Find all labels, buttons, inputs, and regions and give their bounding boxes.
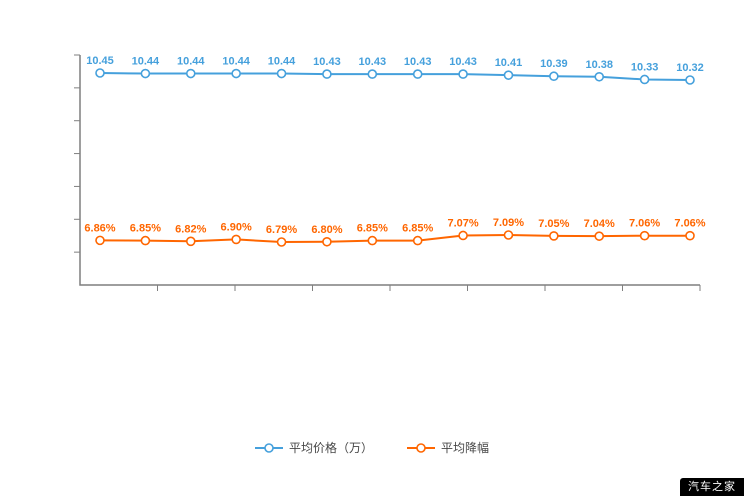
data-label-series-1: 7.07%	[447, 217, 478, 229]
data-point-series-1[interactable]	[503, 230, 514, 240]
legend-item-avg-discount[interactable]: 平均降幅	[407, 441, 489, 455]
data-point-series-1[interactable]	[367, 235, 378, 246]
legend-label-avg-discount: 平均降幅	[441, 441, 490, 455]
watermark-text: 汽车之家	[688, 481, 736, 493]
data-label-series-0: 10.43	[359, 56, 387, 68]
data-point-series-1[interactable]	[639, 230, 650, 241]
data-label-series-1: 6.90%	[221, 221, 252, 233]
legend-item-avg-price[interactable]: 平均价格（万）	[254, 441, 373, 455]
data-label-series-1: 6.85%	[357, 223, 388, 235]
data-point-series-1[interactable]	[185, 236, 196, 247]
data-label-series-1: 6.86%	[84, 222, 115, 234]
data-point-series-1[interactable]	[322, 236, 332, 247]
data-label-series-0: 10.33	[631, 61, 659, 73]
legend-marker-avg-discount-icon	[407, 443, 435, 453]
data-label-series-0: 10.41	[495, 57, 523, 69]
data-label-series-1: 7.05%	[538, 218, 569, 230]
line-series-0	[99, 72, 691, 81]
data-label-series-1: 6.82%	[175, 223, 206, 235]
data-label-series-1: 6.79%	[266, 224, 297, 236]
data-label-series-0: 10.44	[177, 56, 205, 68]
data-label-series-1: 7.09%	[493, 217, 524, 229]
data-point-series-0[interactable]	[639, 74, 650, 85]
chart-axes	[79, 55, 700, 286]
data-point-series-0[interactable]	[685, 75, 695, 85]
chart-legend: 平均价格（万） 平均降幅	[0, 441, 744, 455]
data-label-series-0: 10.44	[268, 56, 296, 68]
data-label-series-0: 10.44	[132, 56, 160, 68]
watermark-autohome: 汽车之家	[680, 478, 744, 496]
data-point-series-1[interactable]	[412, 235, 423, 246]
data-point-series-1[interactable]	[685, 230, 695, 241]
data-point-series-0[interactable]	[594, 71, 605, 82]
data-point-series-1[interactable]	[95, 235, 105, 246]
data-label-series-0: 10.44	[222, 56, 250, 68]
data-point-series-0[interactable]	[458, 69, 468, 79]
data-point-series-0[interactable]	[140, 68, 151, 79]
data-point-series-1[interactable]	[594, 231, 605, 241]
data-label-series-0: 10.43	[313, 56, 341, 68]
data-label-series-0: 10.45	[86, 55, 114, 67]
data-point-series-1[interactable]	[231, 234, 241, 245]
data-label-series-1: 7.06%	[629, 218, 660, 230]
legend-marker-avg-price-icon	[254, 443, 283, 453]
data-point-series-0[interactable]	[276, 68, 287, 79]
data-point-series-0[interactable]	[367, 69, 378, 79]
data-label-series-0: 10.32	[676, 62, 704, 74]
data-point-series-0[interactable]	[231, 68, 241, 79]
data-point-series-1[interactable]	[276, 237, 287, 247]
data-label-series-1: 6.85%	[130, 223, 161, 235]
data-point-series-1[interactable]	[458, 230, 468, 241]
data-point-series-0[interactable]	[503, 70, 514, 80]
data-point-series-0[interactable]	[322, 69, 332, 79]
data-point-series-1[interactable]	[549, 231, 559, 241]
data-point-series-0[interactable]	[185, 68, 196, 79]
legend-label-avg-price: 平均价格（万）	[288, 441, 373, 455]
data-label-series-1: 7.04%	[584, 218, 615, 230]
data-point-series-0[interactable]	[412, 69, 423, 79]
data-label-series-0: 10.39	[540, 58, 568, 70]
line-series-1	[99, 233, 690, 244]
data-label-series-0: 10.43	[404, 56, 432, 68]
data-point-series-0[interactable]	[549, 71, 559, 82]
data-label-series-1: 7.06%	[674, 218, 705, 230]
data-point-series-1[interactable]	[140, 235, 151, 246]
data-label-series-1: 6.80%	[311, 224, 342, 236]
data-label-series-1: 6.85%	[402, 223, 433, 235]
data-label-series-0: 10.38	[585, 59, 613, 71]
data-point-series-0[interactable]	[95, 68, 105, 78]
data-label-series-0: 10.43	[449, 56, 477, 68]
